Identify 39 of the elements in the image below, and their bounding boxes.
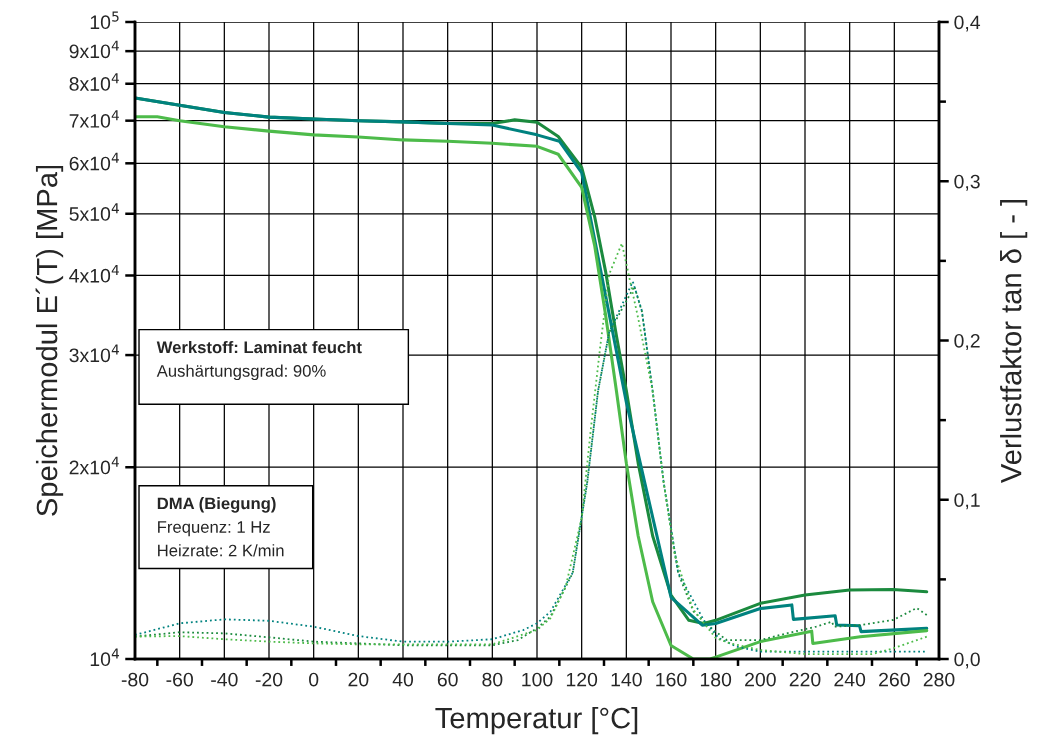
x-tick-label: 220 [789, 672, 821, 687]
y2-axis-title: Verlustfaktor tan δ [ - ] [1000, 199, 1028, 484]
x-tick-label: -60 [166, 672, 193, 687]
x-tick-label: 120 [566, 672, 598, 687]
x-tick-label: 160 [656, 672, 687, 687]
y-tick-label: 9x10$^{4}$ [69, 40, 119, 59]
x-tick-label: 40 [392, 672, 414, 687]
y-tick-label: 10$^{4}$ [90, 648, 120, 667]
annotation: DMA (Biegung) Frequenz: 1 Hz Heizrate: 2 K/min [157, 497, 284, 557]
y-axis-title: Speichermodul E´(T) [MPa] [35, 165, 64, 516]
x-tick-label: 260 [879, 672, 910, 687]
x-tick-label: 180 [700, 672, 732, 687]
x-tick-label: -20 [255, 672, 283, 687]
annotation: Werkstoff: Laminat feucht Aushärtungsgrad: 90% [156, 341, 362, 381]
x-tick-label: 100 [522, 672, 553, 687]
x-axis-title: Temperatur [°C] [435, 706, 638, 735]
y-tick-label: 2x10$^{4}$ [69, 456, 119, 475]
y-tick-label: 3x10$^{4}$ [69, 344, 119, 363]
y-tick-label: 7x10$^{4}$ [69, 110, 119, 128]
x-tick-label: -80 [121, 672, 149, 687]
x-tick-label: 200 [745, 672, 776, 687]
y-tick-label: 10$^{5}$ [90, 11, 119, 30]
y2-tick-label: 0,3 [954, 174, 980, 191]
y2-tick-label: 0,2 [954, 333, 980, 351]
x-tick-label: 20 [348, 672, 369, 687]
y2-tick-label: 0,0 [954, 652, 980, 669]
x-tick-label: 240 [834, 672, 866, 687]
y-tick-label: 8x10$^{4}$ [69, 73, 119, 91]
y2-tick-label: 0,4 [954, 15, 981, 32]
x-tick-label: 0 [309, 672, 319, 687]
x-tick-label: 60 [437, 672, 458, 687]
x-tick-label: 140 [611, 672, 642, 687]
y-tick-label: 5x10$^{4}$ [69, 203, 119, 221]
x-tick-label: -40 [211, 672, 238, 687]
y-tick-label: 6x10$^{4}$ [69, 152, 119, 171]
y-tick-label: 4x10$^{4}$ [69, 265, 119, 283]
y2-tick-label: 0,1 [954, 493, 980, 510]
x-tick-label: 280 [923, 672, 955, 687]
x-tick-label: 80 [482, 672, 503, 687]
